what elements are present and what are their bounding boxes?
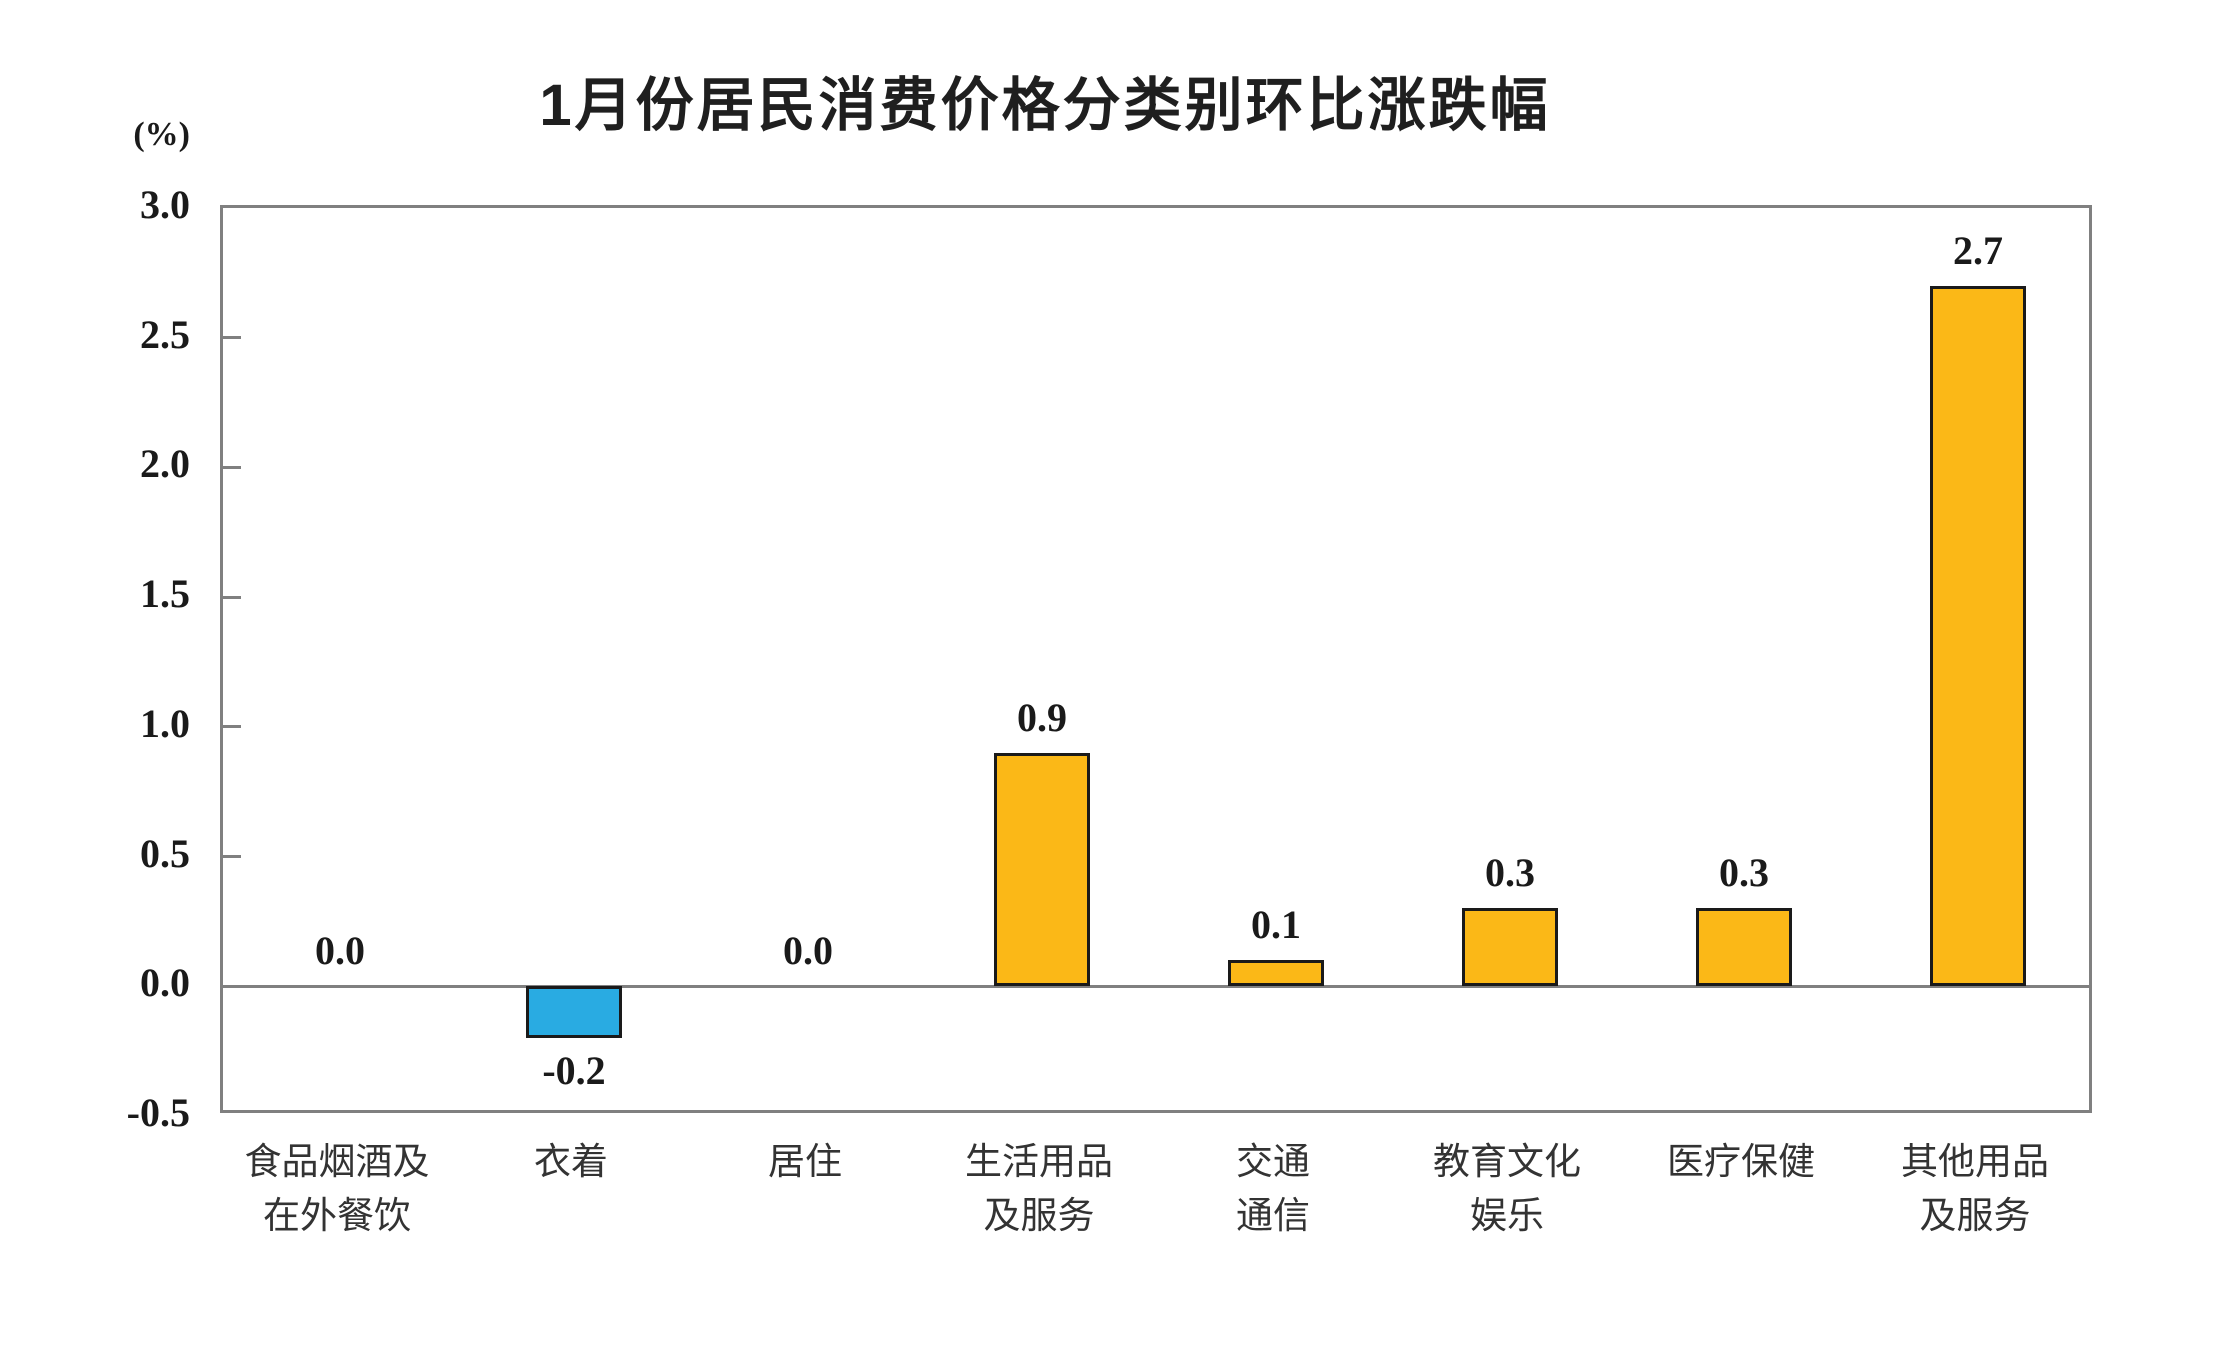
bar-value-label: -0.2 [542, 1048, 606, 1094]
bar-value-label: 0.3 [1719, 850, 1769, 896]
bar-5 [1228, 960, 1324, 987]
bar-6 [1462, 908, 1558, 987]
chart-title: 1月份居民消费价格分类别环比涨跌幅 [539, 73, 1551, 138]
y-tick-label: 1.0 [140, 700, 190, 746]
bar-value-label: 2.7 [1953, 227, 2003, 273]
x-category-label: 居住 [768, 1142, 842, 1183]
y-tick-label: 0.5 [140, 830, 190, 876]
x-category-label: 教育文化 娱乐 [1433, 1142, 1581, 1237]
x-category-label: 交通 通信 [1236, 1142, 1310, 1237]
y-tick-mark [223, 336, 241, 340]
bar-value-label: 0.0 [783, 928, 833, 974]
x-category-label: 其他用品 及服务 [1901, 1142, 2049, 1237]
zero-baseline [223, 984, 2089, 988]
x-category-label: 衣着 [534, 1142, 608, 1183]
bar-value-label: 0.0 [315, 928, 365, 974]
bar-7 [1696, 908, 1792, 987]
bar-2 [526, 986, 622, 1039]
bar-4 [994, 752, 1090, 987]
y-tick-label: 1.5 [140, 571, 190, 617]
x-category-label: 医疗保健 [1667, 1142, 1815, 1183]
y-tick-label: -0.5 [126, 1090, 190, 1135]
y-tick-mark [223, 595, 241, 599]
y-tick-label: 0.0 [140, 960, 190, 1006]
bar-value-label: 0.9 [1017, 694, 1067, 740]
bar-value-label: 0.3 [1485, 850, 1535, 896]
y-axis-unit-label: (%) [133, 116, 190, 153]
y-tick-label: 2.5 [140, 311, 190, 357]
y-tick-mark [223, 465, 241, 469]
x-category-label: 食品烟酒及 在外餐饮 [244, 1142, 430, 1237]
y-tick-mark [223, 855, 241, 859]
plot-area: 0.0 -0.2 0.0 0.9 0.1 0.3 0.3 2.7 [220, 205, 2092, 1113]
y-tick-label: 2.0 [140, 441, 190, 487]
bar-value-label: 0.1 [1251, 902, 1301, 948]
y-tick-label: 3.0 [140, 182, 190, 227]
y-tick-mark [223, 725, 241, 729]
bar-8 [1930, 285, 2026, 987]
x-category-label: 生活用品 及服务 [965, 1142, 1113, 1237]
